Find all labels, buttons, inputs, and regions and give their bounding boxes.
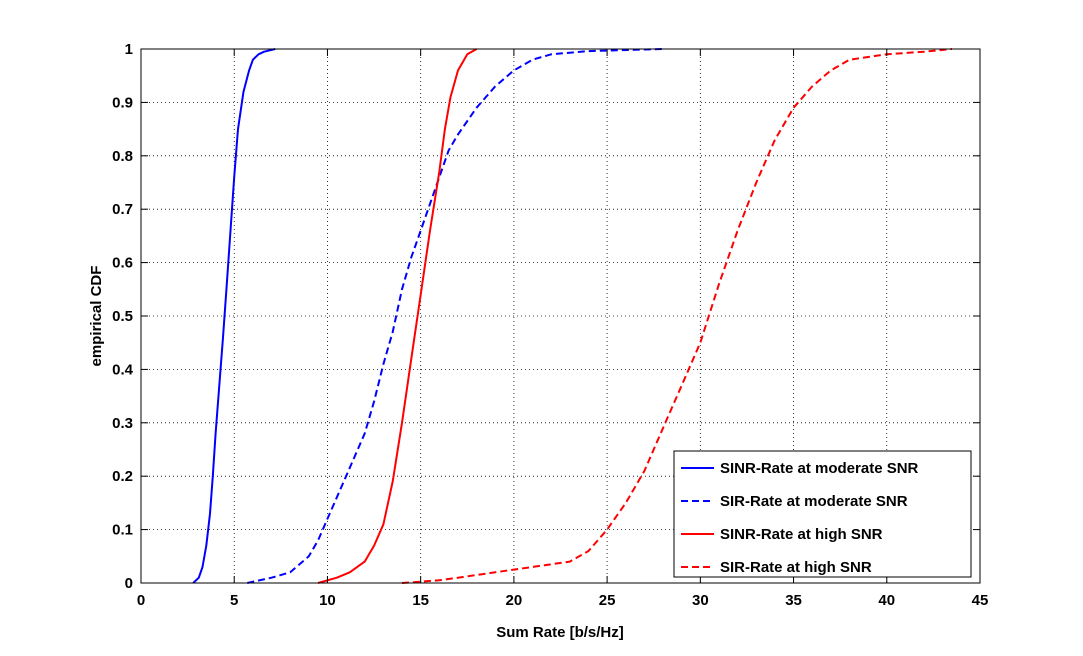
x-axis-label: Sum Rate [b/s/Hz] [496,624,624,641]
y-tick-label: 0.1 [112,522,133,539]
x-tick-label: 5 [230,592,238,609]
y-tick-label: 0.9 [112,94,133,111]
y-tick-label: 0.3 [112,415,133,432]
series-line-2 [247,48,664,584]
x-tick-label: 35 [785,592,802,609]
y-tick-label: 0.7 [112,201,133,218]
x-tick-label: 10 [319,592,336,609]
legend-label-3: SINR-Rate at high SNR [720,526,883,543]
y-tick-label: 0.8 [112,148,133,165]
y-tick-label: 0 [125,575,133,592]
y-tick-label: 0.6 [112,255,133,272]
x-tick-label: 0 [137,592,145,609]
legend-box [673,450,972,578]
series-line-1 [192,48,276,584]
legend-label-1: SINR-Rate at moderate SNR [720,460,919,477]
x-tick-label: 25 [599,592,616,609]
x-tick-label: 15 [412,592,429,609]
series-line-3 [317,48,478,584]
y-axis-label: empirical CDF [88,266,105,367]
legend: SINR-Rate at moderate SNR SIR-Rate at mod… [673,450,972,578]
y-tick-label: 1 [125,41,133,58]
x-tick-label: 30 [692,592,709,609]
legend-label-2: SIR-Rate at moderate SNR [720,493,908,510]
x-tick-label: 40 [878,592,895,609]
axis-ticks: 0 5 10 15 20 25 30 35 40 45 0 0.1 0.2 0.3 0.4 0.5 0.6 0.7… [112,41,988,609]
series-lines [192,48,953,584]
x-tick-label: 45 [972,592,989,609]
series-line-4 [401,48,953,584]
x-tick-label: 20 [506,592,523,609]
y-tick-label: 0.4 [112,361,134,378]
legend-label-4: SIR-Rate at high SNR [720,559,872,576]
y-tick-label: 0.2 [112,468,133,485]
y-tick-label: 0.5 [112,308,133,325]
